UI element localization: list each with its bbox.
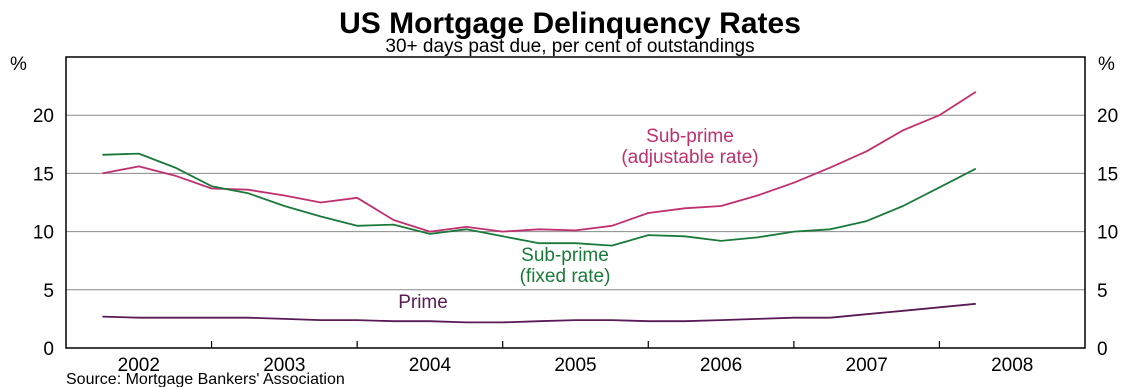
x-tick-label: 2007	[846, 355, 888, 376]
y-tick-label-left: 5	[43, 281, 54, 302]
x-tick-label: 2008	[991, 355, 1033, 376]
chart-title: US Mortgage Delinquency Rates	[339, 7, 801, 40]
source-note: Source: Mortgage Bankers' Association	[66, 371, 345, 387]
y-axis-unit-left: %	[10, 54, 27, 75]
x-tick-label: 2006	[700, 355, 742, 376]
grid	[66, 114, 1085, 291]
y-tick-label-left: 0	[43, 339, 54, 360]
y-tick-label-left: 20	[33, 106, 54, 127]
x-tick-label: 2002	[118, 355, 160, 376]
y-tick-label-right: 5	[1097, 281, 1108, 302]
y-tick-label-right: 10	[1097, 223, 1118, 244]
plot-frame	[65, 56, 1086, 349]
series-annotations: Sub-prime(adjustable rate)Sub-prime(fixe…	[398, 126, 758, 313]
series-label: Sub-prime	[521, 245, 609, 266]
y-tick-label-right: 0	[1097, 339, 1108, 360]
chart-subtitle: 30+ days past due, per cent of outstandi…	[385, 36, 754, 57]
y-axis-unit-right: %	[1098, 54, 1115, 75]
series-line-2	[102, 302, 976, 324]
x-tick-label: 2005	[554, 355, 596, 376]
series-lines	[102, 91, 977, 324]
series-label: (fixed rate)	[520, 266, 611, 287]
series-label: (adjustable rate)	[621, 147, 758, 168]
y-tick-label-right: 15	[1097, 164, 1118, 185]
x-tick-label: 2003	[263, 355, 305, 376]
y-tick-label-left: 10	[33, 223, 54, 244]
series-label: Prime	[398, 292, 448, 313]
x-tick-label: 2004	[409, 355, 452, 376]
y-tick-label-right: 20	[1097, 106, 1118, 127]
axis-ticks: 0 0 5 5 10 10 15 15 20 20 2002 2003 2004 2005 2006 2007…	[33, 106, 1118, 376]
y-tick-label-left: 15	[33, 164, 54, 185]
series-line-0	[102, 91, 977, 233]
series-line-1	[102, 152, 977, 247]
series-label: Sub-prime	[646, 126, 734, 147]
